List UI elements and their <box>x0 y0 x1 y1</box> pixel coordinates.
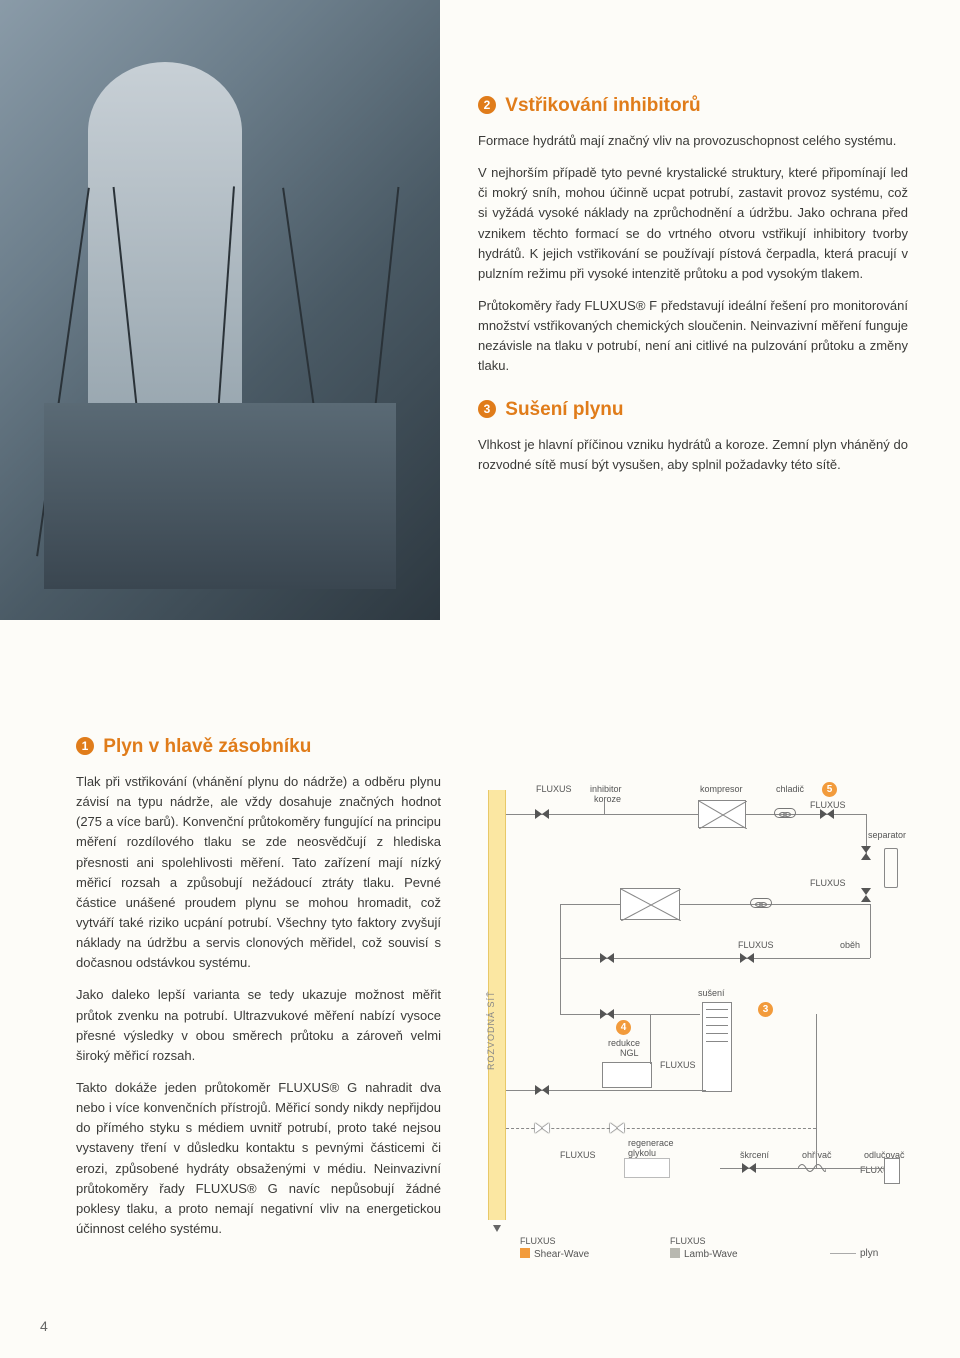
dashed-line <box>506 1128 816 1129</box>
lbl-suseni: sušení <box>698 988 725 998</box>
section2-heading: 2 Vstřikování inhibitorů <box>478 95 908 117</box>
lbl-redukce: redukce <box>608 1038 640 1048</box>
compressor-box <box>698 800 746 828</box>
section1-p2: Jako daleko lepší varianta se tedy ukazu… <box>76 985 441 1066</box>
lbl-regenerace: regenerace <box>628 1138 674 1148</box>
section3-p1: Vlhkost je hlavní příčinou vzniku hydrát… <box>478 435 908 475</box>
pipe-arrow <box>493 1225 501 1232</box>
section1-p3: Takto dokáže jeden průtokoměr FLUXUS® G … <box>76 1078 441 1239</box>
lbl-obeh: oběh <box>840 940 860 950</box>
legend-shear: FLUXUS Shear-Wave <box>520 1248 589 1260</box>
valve-mid <box>600 1009 614 1019</box>
section2-num: 2 <box>478 96 496 114</box>
legend-plyn: plyn <box>860 1248 878 1259</box>
legend-fluxus2: FLUXUS <box>670 1236 706 1246</box>
section2-p1: Formace hydrátů mají značný vliv na prov… <box>478 131 908 151</box>
lbl-glykolu: glykolu <box>628 1148 656 1158</box>
section1-p1: Tlak při vstřikování (vhánění plynu do n… <box>76 772 441 973</box>
valve-top2 <box>820 809 834 819</box>
section1-heading: 1 Plyn v hlavě zásobníku <box>76 736 441 758</box>
plant-photo <box>0 0 440 620</box>
legend-sq-shear <box>520 1248 530 1258</box>
valve-obeh1 <box>600 953 614 963</box>
legend-lamb-text: Lamb-Wave <box>684 1249 738 1260</box>
section1-num: 1 <box>76 737 94 755</box>
ngl-box <box>602 1062 652 1088</box>
lbl-fluxus-obeh: FLUXUS <box>738 940 774 950</box>
right-column: 2 Vstřikování inhibitorů Formace hydrátů… <box>478 95 908 487</box>
lbl-kompresor: kompresor <box>700 784 743 794</box>
page-number: 4 <box>40 1318 48 1334</box>
legend-plyn-text: plyn <box>860 1248 878 1259</box>
legend-sq-lamb <box>670 1248 680 1258</box>
section2-title: Vstřikování inhibitorů <box>505 95 700 116</box>
section1-title: Plyn v hlavě zásobníku <box>103 736 311 757</box>
lbl-separator: separator <box>868 830 906 840</box>
lbl-skrceni: škrcení <box>740 1150 769 1160</box>
separator-box <box>884 848 898 888</box>
lbl-koroze: koroze <box>594 794 621 804</box>
section3: 3 Sušení plynu Vlhkost je hlavní příčino… <box>478 399 908 475</box>
lbl-fluxus-ngl: FLUXUS <box>660 1060 696 1070</box>
valve-sep-top <box>861 846 871 860</box>
section2-p3: Průtokoměry řady FLUXUS® F představují i… <box>478 296 908 377</box>
valve-sep-bot <box>861 888 871 902</box>
cooler-2 <box>750 898 772 908</box>
valve-skrceni <box>742 1163 756 1173</box>
lbl-fluxus-r2: FLUXUS <box>810 878 846 888</box>
valve-obeh2 <box>740 953 754 963</box>
section3-num: 3 <box>478 400 496 418</box>
hx-box <box>620 888 680 920</box>
legend-fluxus1: FLUXUS <box>520 1236 556 1246</box>
legend-shear-text: Shear-Wave <box>534 1249 589 1260</box>
odlucovac-box <box>884 1158 900 1184</box>
valve-open1 <box>535 1123 549 1133</box>
rozvodna-label: ROZVODNÁ SÍŤ <box>486 990 496 1070</box>
section2-p2: V nejhorším případě tyto pevné krystalic… <box>478 163 908 284</box>
cooler-1 <box>774 808 796 818</box>
node-3: 3 <box>758 1002 773 1017</box>
section3-title: Sušení plynu <box>505 399 623 420</box>
lbl-fluxus-bot: FLUXUS <box>560 1150 596 1160</box>
left-column: 1 Plyn v hlavě zásobníku Tlak při vstřik… <box>76 736 441 1251</box>
valve-top1 <box>535 809 549 819</box>
process-diagram: ROZVODNÁ SÍŤ FLUXUS inhibitor koroze kom… <box>480 770 910 1270</box>
legend-lamb: FLUXUS Lamb-Wave <box>670 1248 738 1260</box>
heater-coil <box>798 1161 826 1175</box>
lbl-ngl: NGL <box>620 1048 639 1058</box>
node-4: 4 <box>616 1020 631 1035</box>
lbl-fluxus-top1: FLUXUS <box>536 784 572 794</box>
node-5: 5 <box>822 782 837 797</box>
valve-open2 <box>610 1123 624 1133</box>
lbl-inhibitor: inhibitor <box>590 784 622 794</box>
drying-column <box>702 1002 732 1092</box>
piox-box <box>624 1158 670 1178</box>
valve-out1 <box>535 1085 549 1095</box>
lbl-chladic: chladič <box>776 784 804 794</box>
section3-heading: 3 Sušení plynu <box>478 399 908 421</box>
